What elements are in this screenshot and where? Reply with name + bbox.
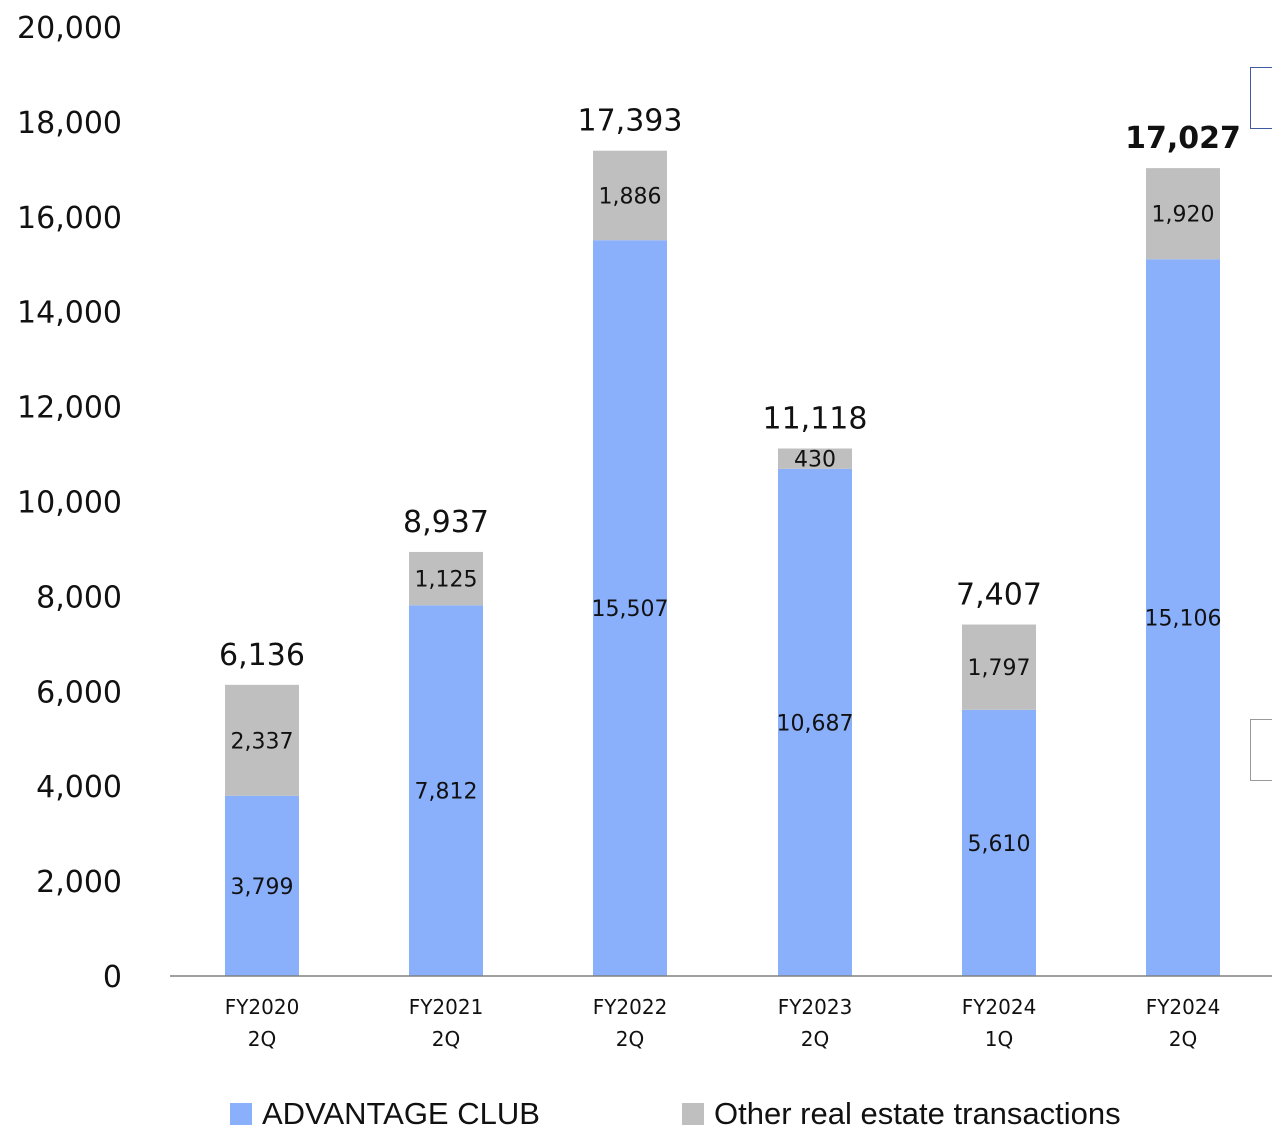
bar-segment-advantage-club	[778, 468, 852, 976]
y-axis: 0 2,000 4,000 6,000 8,000 10,000 12,000 14,000 1…	[17, 11, 122, 995]
data-label: 1,920	[1152, 203, 1215, 228]
x-tick-label-line: FY2022	[593, 995, 668, 1019]
total-label: 17,027	[1125, 121, 1241, 156]
legend-label-other-real-estate: Other real estate transactions	[714, 1096, 1121, 1131]
y-tick-label: 18,000	[17, 106, 122, 141]
y-tick-label: 10,000	[17, 486, 122, 521]
total-label: 17,393	[578, 104, 683, 139]
x-tick-label: FY2023 2Q	[778, 995, 853, 1051]
x-tick-label-line: FY2023	[778, 995, 853, 1019]
bar-segment-advantage-club	[593, 240, 667, 976]
bars: 3,799 2,337 6,136 7,812 1,125 8,937 15,507 1,88…	[219, 104, 1241, 976]
data-label: 10,687	[777, 711, 854, 736]
bar-segment-advantage-club	[962, 709, 1036, 976]
data-label: 5,610	[968, 832, 1031, 857]
x-tick-label-line: 2Q	[248, 1027, 276, 1051]
total-label: 7,407	[956, 578, 1042, 613]
total-label: 8,937	[403, 505, 489, 540]
x-tick-label-line: FY2024	[1146, 995, 1221, 1019]
data-label: 15,106	[1145, 607, 1222, 632]
x-tick-label-line: 2Q	[1169, 1027, 1197, 1051]
y-tick-label: 6,000	[36, 675, 122, 710]
y-tick-label: 8,000	[36, 580, 122, 615]
x-axis: FY2020 2Q FY2021 2Q FY2022 2Q FY2023 2Q FY2024 1Q…	[170, 975, 1272, 1051]
y-tick-label: 20,000	[17, 11, 122, 46]
x-tick-label: FY2021 2Q	[409, 995, 484, 1051]
bar-segment-other-real-estate	[593, 150, 667, 241]
bar-segment-other-real-estate	[409, 551, 483, 606]
x-tick-label-line: 2Q	[801, 1027, 829, 1051]
callout-box-top	[1250, 67, 1272, 129]
y-tick-label: 16,000	[17, 201, 122, 236]
bar-segment-other-real-estate	[962, 624, 1036, 710]
x-tick-label: FY2022 2Q	[593, 995, 668, 1051]
bar-segment-other-real-estate	[1146, 168, 1220, 260]
bar-segment-advantage-club	[225, 795, 299, 976]
x-tick-label: FY2024 1Q	[962, 995, 1037, 1051]
data-label: 430	[794, 448, 836, 473]
data-label: 1,886	[599, 184, 662, 209]
y-tick-label: 2,000	[36, 865, 122, 900]
x-tick-label: FY2024 2Q	[1146, 995, 1221, 1051]
data-label: 15,507	[592, 597, 669, 622]
legend-swatch-advantage-club	[230, 1103, 252, 1125]
x-tick-label-line: 1Q	[985, 1027, 1013, 1051]
y-tick-label: 14,000	[17, 296, 122, 331]
total-label: 6,136	[219, 638, 305, 673]
callout-box-bottom	[1250, 719, 1272, 781]
data-label: 7,812	[415, 780, 478, 805]
x-tick-label-line: 2Q	[616, 1027, 644, 1051]
total-label: 11,118	[763, 401, 868, 436]
y-tick-label: 4,000	[36, 770, 122, 805]
x-tick-label-line: FY2020	[225, 995, 300, 1019]
data-label: 1,125	[415, 568, 478, 593]
legend-swatch-other-real-estate	[682, 1103, 704, 1125]
x-tick-label-line: FY2024	[962, 995, 1037, 1019]
legend: ADVANTAGE CLUB Other real estate transac…	[0, 1096, 1272, 1132]
bar-segment-advantage-club	[409, 605, 483, 976]
bar-segment-other-real-estate	[225, 684, 299, 796]
bar-segment-advantage-club	[1146, 259, 1220, 976]
data-label: 1,797	[968, 656, 1031, 681]
x-tick-label-line: FY2021	[409, 995, 484, 1019]
x-tick-label-line: 2Q	[432, 1027, 460, 1051]
y-tick-label: 0	[103, 960, 122, 995]
legend-item-advantage-club: ADVANTAGE CLUB	[230, 1096, 540, 1132]
legend-item-other-real-estate: Other real estate transactions	[682, 1096, 1121, 1132]
bar-segment-other-real-estate	[778, 448, 852, 469]
x-tick-label: FY2020 2Q	[225, 995, 300, 1051]
data-label: 3,799	[231, 875, 294, 900]
data-label: 2,337	[231, 729, 294, 754]
legend-label-advantage-club: ADVANTAGE CLUB	[262, 1096, 540, 1131]
y-tick-label: 12,000	[17, 391, 122, 426]
